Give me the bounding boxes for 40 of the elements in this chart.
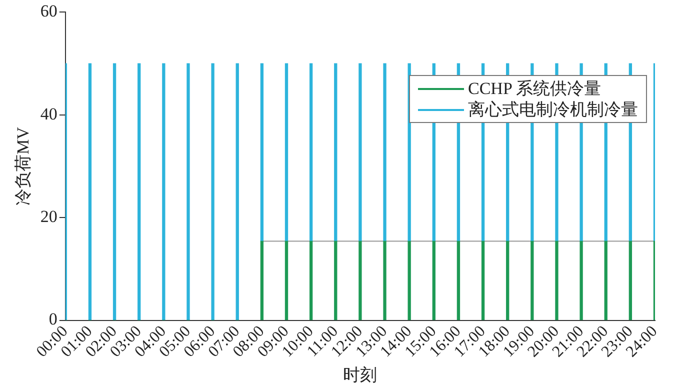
legend-label: 离心式电制冷机制冷量 (468, 99, 638, 120)
bar (383, 63, 386, 242)
bar (284, 240, 288, 320)
bar (260, 240, 264, 320)
bar (334, 63, 338, 242)
bar (284, 63, 288, 242)
bar (65, 63, 67, 320)
bar (580, 240, 583, 320)
legend-label: CCHP 系统供冷量 (468, 78, 602, 99)
y-tick-label: 60 (40, 2, 58, 21)
bar (653, 63, 655, 242)
bar (653, 240, 655, 320)
bar (555, 240, 558, 320)
bar (358, 63, 362, 242)
bar (334, 240, 338, 320)
bar (162, 63, 166, 320)
bar (506, 240, 510, 320)
bar (481, 240, 485, 320)
y-tick-label: 40 (40, 104, 58, 124)
bar (628, 240, 632, 320)
bar (236, 63, 239, 320)
y-tick-label: 0 (48, 310, 58, 329)
y-axis-title: 冷负荷MV (14, 126, 33, 206)
bar (432, 240, 436, 320)
bar (309, 240, 313, 320)
bar (358, 240, 362, 320)
bar (530, 240, 534, 320)
bar (138, 63, 141, 320)
bar (88, 63, 92, 320)
bar (383, 240, 386, 320)
y-tick-label: 20 (40, 207, 58, 226)
bar (112, 63, 116, 320)
bar (186, 63, 190, 320)
bar (408, 240, 411, 320)
bar (456, 240, 460, 320)
bar (260, 63, 264, 242)
x-axis-title: 时刻 (343, 365, 378, 384)
bar (211, 63, 214, 320)
bar (309, 63, 313, 242)
bar (604, 240, 608, 320)
